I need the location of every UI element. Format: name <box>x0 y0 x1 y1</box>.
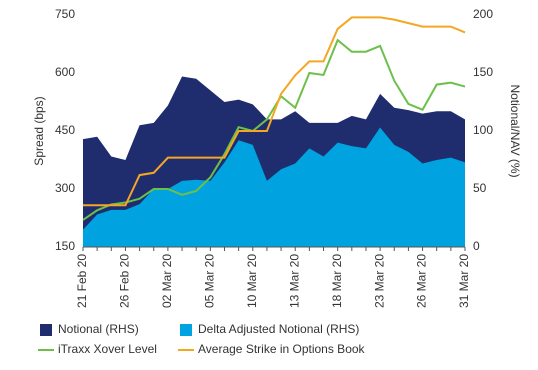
legend-label: iTraxx Xover Level <box>58 342 157 356</box>
x-tick-label: 21 Feb 20 <box>75 254 89 308</box>
x-tick-label: 05 Mar 20 <box>203 254 217 308</box>
y-tick-label: 450 <box>55 123 75 137</box>
y-tick-label: 300 <box>55 181 75 195</box>
legend-label: Average Strike in Options Book <box>198 342 366 356</box>
y2-tick-label: 100 <box>473 123 493 137</box>
x-tick-label: 26 Mar 20 <box>415 254 429 308</box>
legend-swatch <box>40 324 52 336</box>
legend-label: Notional (RHS) <box>58 322 139 336</box>
x-tick-label: 23 Mar 20 <box>372 254 386 308</box>
y2-tick-label: 200 <box>473 7 493 21</box>
x-tick-label: 18 Mar 20 <box>330 254 344 308</box>
y-tick-label: 600 <box>55 65 75 79</box>
legend-label: Delta Adjusted Notional (RHS) <box>198 322 359 336</box>
legend-swatch <box>180 324 192 336</box>
x-tick-label: 02 Mar 20 <box>160 254 174 308</box>
x-tick-label: 31 Mar 20 <box>457 254 471 308</box>
x-tick-label: 10 Mar 20 <box>245 254 259 308</box>
y2-tick-label: 150 <box>473 65 493 79</box>
y2-tick-label: 0 <box>473 239 480 253</box>
y-tick-label: 750 <box>55 7 75 21</box>
x-tick-label: 13 Mar 20 <box>287 254 301 308</box>
area <box>83 127 465 247</box>
y-axis-title: Spread (bps) <box>32 96 46 165</box>
y2-axis-title: Notional/NAV (%) <box>508 84 522 177</box>
y2-tick-label: 50 <box>473 181 487 195</box>
line <box>82 38 466 221</box>
line <box>83 16 466 207</box>
x-tick-label: 26 Feb 20 <box>118 254 132 308</box>
y-tick-label: 150 <box>55 239 75 253</box>
